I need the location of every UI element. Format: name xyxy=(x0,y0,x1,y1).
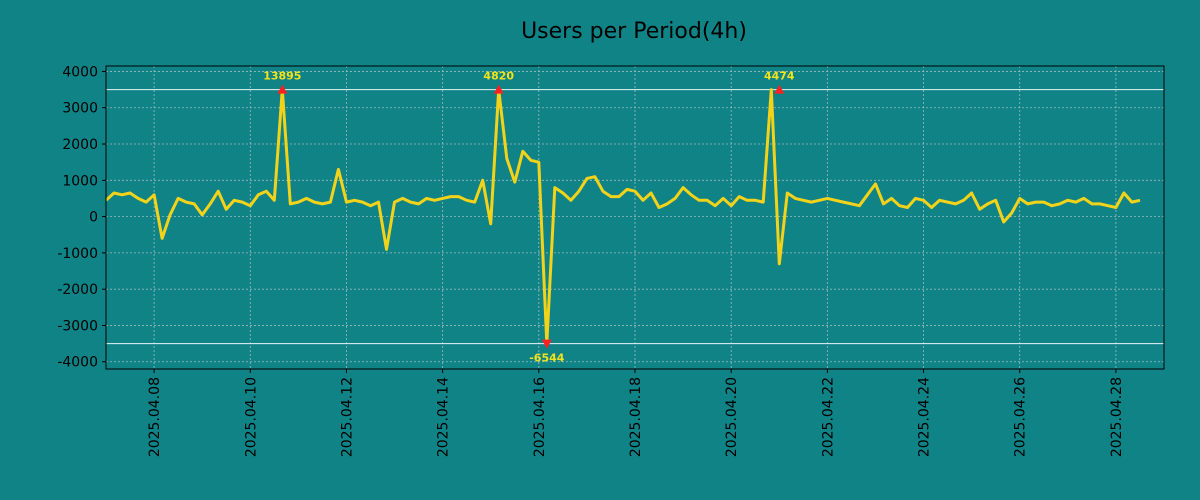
y-tick-label: 1000 xyxy=(62,173,98,189)
peak-marker xyxy=(277,84,288,94)
y-tick-label: -3000 xyxy=(57,318,98,334)
series xyxy=(104,88,1141,346)
y-tick-label: 0 xyxy=(89,210,98,226)
peak-label: 4820 xyxy=(483,70,514,83)
x-tick-label: 2025.04.14 xyxy=(436,377,452,457)
peak-marker xyxy=(774,84,785,94)
grid xyxy=(106,66,1164,369)
peak-marker xyxy=(493,84,504,94)
y-axis-ticks: 4000 3000 2000 1000 0 -1000 -2000 -3000 -4000 xyxy=(57,64,106,371)
y-tick-label: -2000 xyxy=(57,282,98,298)
y-tick-label: 4000 xyxy=(62,64,98,80)
plot-frame xyxy=(105,65,1165,370)
chart-title: Users per Period(4h) xyxy=(521,19,747,44)
peak-label: -6544 xyxy=(529,352,565,365)
x-tick-label: 2025.04.28 xyxy=(1109,377,1125,457)
x-tick-label: 2025.04.26 xyxy=(1013,377,1029,457)
x-tick-label: 2025.04.16 xyxy=(532,377,548,457)
x-tick-label: 2025.04.22 xyxy=(820,377,836,457)
y-tick-label: -4000 xyxy=(57,355,98,371)
peak-label: 4474 xyxy=(764,70,795,83)
x-tick-label: 2025.04.24 xyxy=(917,377,933,457)
y-tick-label: 3000 xyxy=(62,101,98,117)
y-tick-label: -1000 xyxy=(57,246,98,262)
x-tick-label: 2025.04.18 xyxy=(628,377,644,457)
users-line xyxy=(104,88,1141,346)
x-axis-ticks: 2025.04.08 2025.04.10 2025.04.12 2025.04.14… xyxy=(147,369,1125,457)
x-tick-label: 2025.04.12 xyxy=(339,377,355,457)
x-tick-label: 2025.04.08 xyxy=(147,377,163,457)
peak-marker xyxy=(541,339,552,349)
peak-markers: 13895 4820 -6544 4474 xyxy=(263,70,795,365)
peak-label: 13895 xyxy=(263,70,301,83)
x-tick-label: 2025.04.20 xyxy=(724,377,740,457)
x-tick-label: 2025.04.10 xyxy=(243,377,259,457)
y-tick-label: 2000 xyxy=(62,137,98,153)
